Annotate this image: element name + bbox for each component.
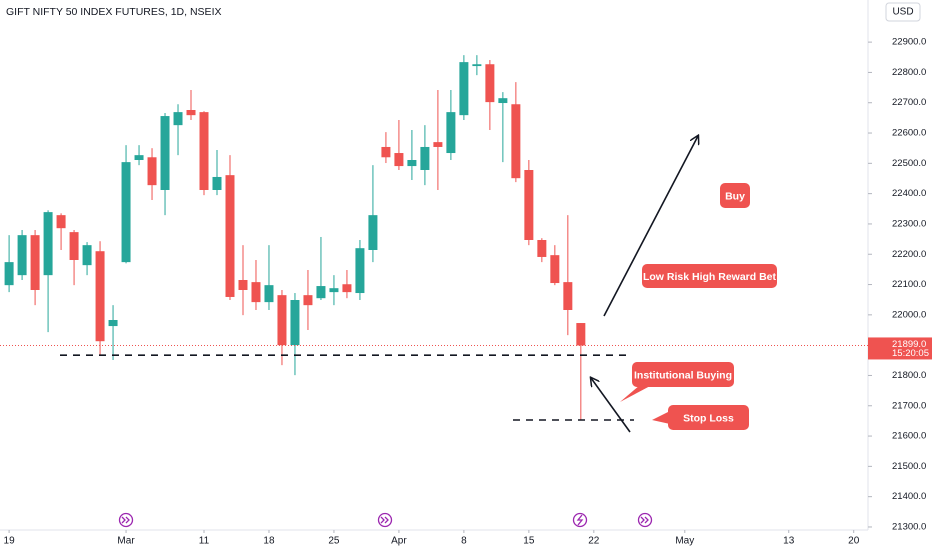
candle-body bbox=[446, 112, 456, 154]
currency-label: USD bbox=[892, 7, 913, 18]
candle-body bbox=[264, 285, 274, 303]
annotation-text: Institutional Buying bbox=[634, 369, 732, 381]
x-tick-label: 18 bbox=[263, 536, 275, 547]
annotation-box bbox=[632, 362, 734, 387]
currency-box[interactable] bbox=[885, 2, 921, 22]
candle-body bbox=[147, 157, 157, 186]
candle-body bbox=[537, 240, 547, 257]
candle-body bbox=[69, 232, 79, 260]
up-arrow bbox=[603, 136, 698, 317]
candle-body bbox=[212, 176, 222, 190]
candle-body bbox=[316, 286, 326, 299]
countdown: 15:20:05 bbox=[892, 348, 929, 359]
candle-body bbox=[342, 284, 352, 293]
candle-body bbox=[407, 160, 417, 167]
x-tick-label: 22 bbox=[588, 536, 600, 547]
candle-body bbox=[17, 235, 27, 276]
candle-body bbox=[121, 162, 131, 263]
candle-body bbox=[251, 282, 261, 303]
y-tick-label: 21800.0 bbox=[892, 370, 926, 381]
x-tick-label: May bbox=[675, 536, 694, 547]
y-tick-label: 22100.0 bbox=[892, 279, 926, 290]
candle-body bbox=[199, 112, 209, 190]
annotation: Buy bbox=[720, 183, 750, 208]
candle-body bbox=[485, 64, 495, 103]
annotation-box bbox=[642, 264, 777, 288]
annotation-pointer bbox=[620, 385, 652, 402]
candle-body bbox=[238, 280, 248, 290]
x-tick-label: 11 bbox=[199, 536, 210, 547]
candle-body bbox=[459, 62, 469, 116]
candle-body bbox=[56, 215, 66, 229]
x-tick-label: 15 bbox=[523, 536, 535, 547]
candle-body bbox=[186, 110, 196, 116]
candle-body bbox=[290, 300, 300, 346]
candle-body bbox=[173, 112, 183, 126]
annotation-text: Stop Loss bbox=[683, 412, 734, 424]
candle-body bbox=[394, 153, 404, 167]
candle-body bbox=[329, 288, 339, 293]
y-tick-label: 22600.0 bbox=[892, 128, 926, 139]
x-tick-label: Apr bbox=[391, 536, 407, 547]
annotation-text: Low Risk High Reward Bet bbox=[643, 271, 777, 283]
candle-body bbox=[381, 146, 391, 158]
candle-body bbox=[82, 245, 92, 266]
event-icons bbox=[118, 512, 653, 528]
candle-body bbox=[225, 175, 235, 297]
candle-body bbox=[524, 170, 534, 240]
candle-body bbox=[95, 251, 105, 342]
buy-arrow bbox=[591, 378, 631, 433]
x-tick-label: Mar bbox=[117, 536, 135, 547]
annotation: Low Risk High Reward Bet bbox=[642, 264, 777, 288]
y-tick-label: 21500.0 bbox=[892, 461, 926, 472]
annotation: Stop Loss bbox=[652, 405, 749, 430]
annotation-text: Buy bbox=[725, 190, 745, 202]
candle-body bbox=[563, 282, 573, 310]
x-tick-label: 19 bbox=[4, 536, 16, 547]
x-tick-label: 13 bbox=[783, 536, 795, 547]
y-tick-label: 21700.0 bbox=[892, 400, 926, 411]
candle-body bbox=[576, 323, 586, 346]
y-tick-label: 22000.0 bbox=[892, 309, 926, 320]
candle-body bbox=[277, 295, 287, 346]
annotation-pointer bbox=[652, 411, 670, 424]
candle-body bbox=[134, 155, 144, 160]
candle-body bbox=[303, 295, 313, 306]
y-tick-label: 22400.0 bbox=[892, 188, 926, 199]
x-tick-label: 20 bbox=[848, 536, 860, 547]
candle-body bbox=[472, 64, 482, 67]
y-tick-label: 22900.0 bbox=[892, 37, 926, 48]
y-tick-label: 22700.0 bbox=[892, 97, 926, 108]
annotation: Institutional Buying bbox=[620, 362, 734, 402]
candle-body bbox=[498, 98, 508, 104]
candle-body bbox=[433, 142, 443, 147]
candle-body bbox=[368, 215, 378, 250]
candle-body bbox=[30, 235, 40, 290]
y-tick-label: 21600.0 bbox=[892, 431, 926, 442]
y-tick-label: 22800.0 bbox=[892, 67, 926, 78]
annotation-box bbox=[668, 405, 749, 430]
candle-body bbox=[160, 116, 170, 190]
candle-body bbox=[4, 262, 14, 286]
y-tick-label: 21300.0 bbox=[892, 521, 926, 532]
x-tick-label: 8 bbox=[461, 536, 467, 547]
candle-body bbox=[108, 320, 118, 327]
y-tick-label: 22200.0 bbox=[892, 249, 926, 260]
annotation-box bbox=[720, 183, 750, 208]
candle-body bbox=[420, 146, 430, 170]
candle-body bbox=[43, 212, 53, 276]
candle-body bbox=[550, 255, 560, 284]
candle-body bbox=[511, 104, 521, 179]
y-tick-label: 21400.0 bbox=[892, 491, 926, 502]
candle-body bbox=[355, 248, 365, 294]
last-price-label: 21899.0 bbox=[892, 339, 926, 350]
chart-title: GIFT NIFTY 50 INDEX FUTURES, 1D, NSEIX bbox=[6, 6, 222, 18]
y-tick-label: 22300.0 bbox=[892, 218, 926, 229]
last-price-box bbox=[868, 337, 932, 360]
x-tick-label: 25 bbox=[328, 536, 340, 547]
y-tick-label: 22500.0 bbox=[892, 158, 926, 169]
